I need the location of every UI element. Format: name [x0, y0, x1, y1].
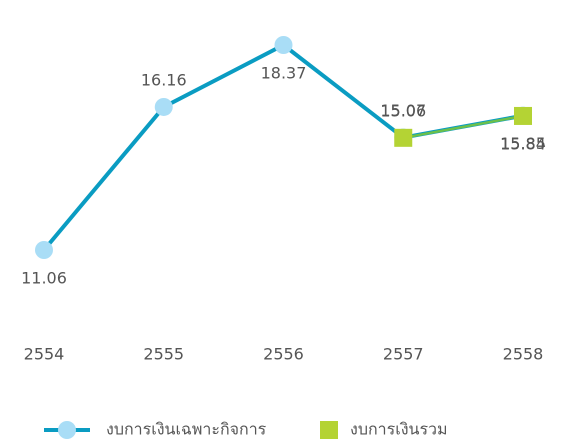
x-tick-label: 2558: [503, 345, 544, 364]
marker: [514, 106, 532, 125]
data-label: 16.16: [141, 70, 187, 89]
x-tick-label: 2557: [383, 345, 424, 364]
x-tick-label: 2554: [24, 345, 65, 364]
marker: [154, 97, 173, 116]
data-label: 15.06: [380, 101, 426, 120]
legend-label: งบการเงินเฉพาะกิจการ: [106, 420, 267, 439]
legend-swatch: [320, 421, 338, 439]
data-label: 11.06: [21, 269, 67, 288]
marker: [274, 36, 293, 54]
data-label: 15.07: [380, 101, 426, 120]
x-tick-label: 2555: [143, 345, 184, 364]
legend-label: งบการเงินรวม: [350, 420, 448, 439]
x-tick-label: 2556: [263, 345, 304, 364]
data-label: 18.37: [261, 64, 307, 83]
legend-swatch: [58, 421, 76, 439]
marker: [35, 241, 53, 259]
marker: [394, 128, 413, 147]
data-label: 15.85: [500, 134, 546, 153]
series-line: [403, 114, 524, 140]
data-label: 15.84: [500, 134, 546, 153]
